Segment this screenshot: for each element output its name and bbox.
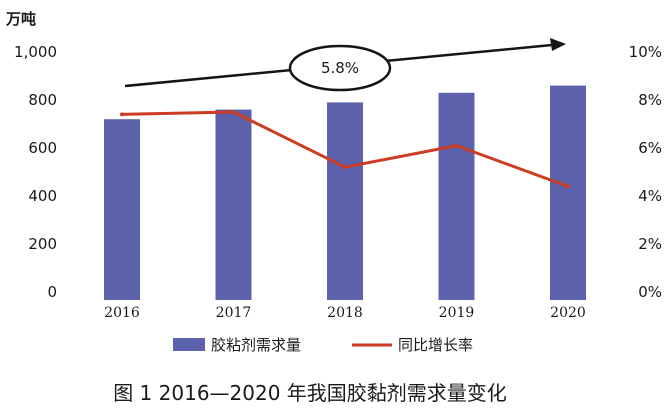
cagr-annotation: 5.8% — [124, 38, 566, 92]
left-axis-unit-label: 万吨 — [5, 10, 36, 28]
line-series — [120, 110, 570, 189]
left-tick-label: 200 — [28, 235, 57, 253]
bar-series — [104, 85, 586, 301]
growth-rate-point-2017 — [231, 110, 236, 114]
growth-rate-point-2016 — [120, 112, 124, 117]
bar-2019 — [438, 92, 475, 300]
cagr-label: 5.8% — [321, 59, 359, 77]
right-tick-label: 0% — [638, 283, 662, 301]
legend: 胶粘剂需求量 同比增长率 — [173, 336, 473, 354]
growth-rate-point-2019 — [454, 143, 459, 148]
x-tick-label: 2019 — [439, 305, 475, 321]
bar-2016 — [104, 119, 140, 300]
right-axis: 0% 2% 4% 6% 8% 10% — [629, 43, 662, 301]
cagr-ellipse — [288, 44, 392, 92]
right-tick-label: 4% — [638, 187, 662, 205]
left-tick-label: 0 — [47, 283, 57, 301]
legend-bar-label: 胶粘剂需求量 — [211, 336, 301, 354]
left-tick-label: 1,000 — [14, 43, 57, 61]
left-axis: 0 200 400 600 800 1,000 — [14, 43, 57, 301]
figure-caption: 图 1 2016—2020 年我国胶黏剂需求量变化 — [113, 381, 507, 405]
legend-bar-swatch — [173, 338, 205, 351]
x-tick-label: 2016 — [104, 305, 140, 321]
growth-rate-point-2020 — [566, 184, 570, 189]
right-tick-label: 2% — [638, 235, 662, 253]
bar-2020 — [550, 85, 586, 300]
x-tick-label: 2020 — [550, 305, 586, 321]
right-tick-label: 10% — [629, 43, 662, 61]
x-tick-label: 2017 — [216, 305, 252, 321]
x-axis: 2016 2017 2018 2019 2020 — [104, 305, 586, 321]
left-tick-label: 400 — [28, 187, 57, 205]
left-tick-label: 800 — [28, 91, 57, 109]
right-tick-label: 8% — [638, 91, 662, 109]
x-tick-label: 2018 — [327, 305, 363, 321]
left-tick-label: 600 — [28, 139, 57, 157]
right-tick-label: 6% — [638, 139, 662, 157]
bar-2018 — [327, 102, 363, 301]
legend-line-label: 同比增长率 — [398, 336, 473, 354]
arrow-head-icon — [550, 38, 566, 51]
bar-2017 — [215, 109, 252, 300]
growth-rate-point-2018 — [343, 165, 347, 170]
